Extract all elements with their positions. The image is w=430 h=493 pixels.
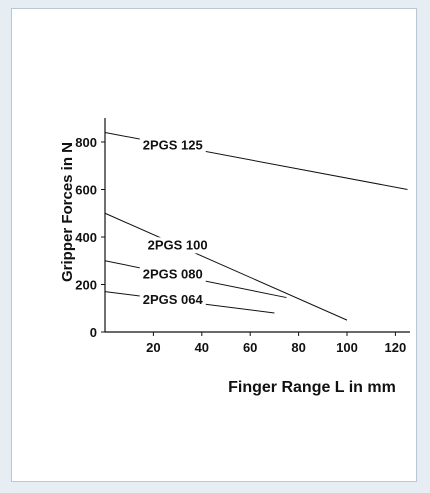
- series-label-bg: [139, 266, 206, 283]
- series-label: 2PGS 100: [148, 237, 208, 252]
- y-axis-label: Gripper Forces in N: [59, 142, 76, 282]
- series-label-bg: [144, 237, 211, 254]
- series-label-bg: [139, 137, 206, 154]
- chart-frame: [11, 8, 417, 482]
- series-label-bg: [139, 292, 206, 309]
- series-label: 2PGS 080: [143, 266, 203, 281]
- x-tick-label: 80: [291, 340, 305, 355]
- x-tick-label: 40: [195, 340, 209, 355]
- y-tick-label: 200: [75, 278, 97, 293]
- y-tick-label: 0: [90, 325, 97, 340]
- y-tick-label: 600: [75, 183, 97, 198]
- series-line: [104, 212, 348, 321]
- series-label: 2PGS 125: [143, 137, 203, 152]
- x-tick-label: 100: [336, 340, 358, 355]
- x-tick-label: 20: [146, 340, 160, 355]
- x-tick-label: 60: [243, 340, 257, 355]
- series-label: 2PGS 064: [143, 292, 204, 307]
- x-axis-label: Finger Range L in mm: [228, 379, 396, 396]
- y-tick-label: 400: [75, 230, 97, 245]
- x-tick-label: 120: [385, 340, 407, 355]
- y-tick-label: 800: [75, 135, 97, 150]
